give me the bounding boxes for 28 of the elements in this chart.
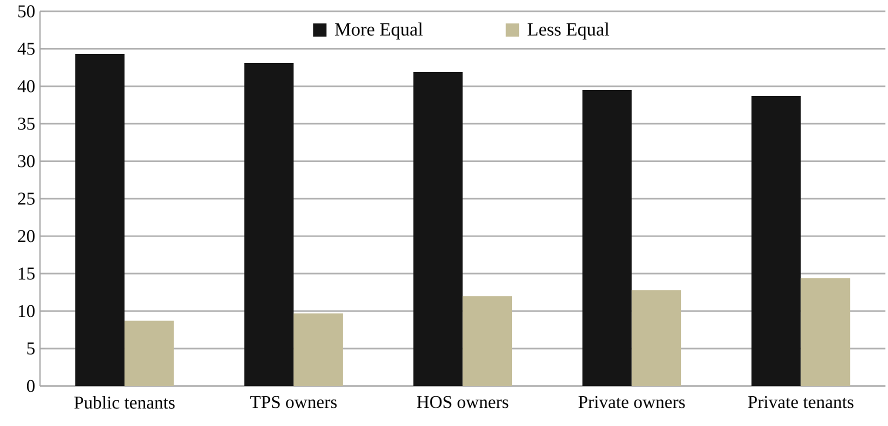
y-tick-label: 15	[18, 268, 35, 280]
legend-label: More Equal	[335, 22, 423, 40]
bar	[462, 296, 512, 386]
bar	[751, 96, 801, 386]
y-tick-label: 5	[27, 342, 35, 355]
x-tick-label: Private owners	[578, 396, 685, 408]
bar	[294, 313, 343, 386]
bar	[244, 63, 294, 386]
y-tick-label: 45	[18, 42, 35, 55]
x-tick-label: TPS owners	[250, 396, 337, 408]
y-tick-label: 0	[26, 380, 35, 392]
bar	[413, 72, 463, 386]
x-tick-label: HOS owners	[416, 396, 508, 408]
y-tick-label: 40	[18, 80, 35, 92]
y-tick-label: 25	[18, 192, 35, 205]
y-tick-label: 10	[18, 304, 35, 318]
bar	[800, 278, 850, 386]
y-tick-label: 50	[18, 5, 35, 18]
legend-label: Less Equal	[528, 22, 610, 40]
x-tick-label: Private tenants	[748, 396, 854, 408]
y-tick-label: 20	[18, 230, 35, 242]
y-tick-label: 35	[18, 118, 35, 130]
y-tick-label: 30	[18, 155, 35, 168]
bar	[582, 90, 632, 386]
x-tick-label: Public tenants	[74, 396, 175, 409]
bar	[124, 320, 174, 386]
bar	[632, 290, 682, 386]
bar	[75, 54, 125, 386]
